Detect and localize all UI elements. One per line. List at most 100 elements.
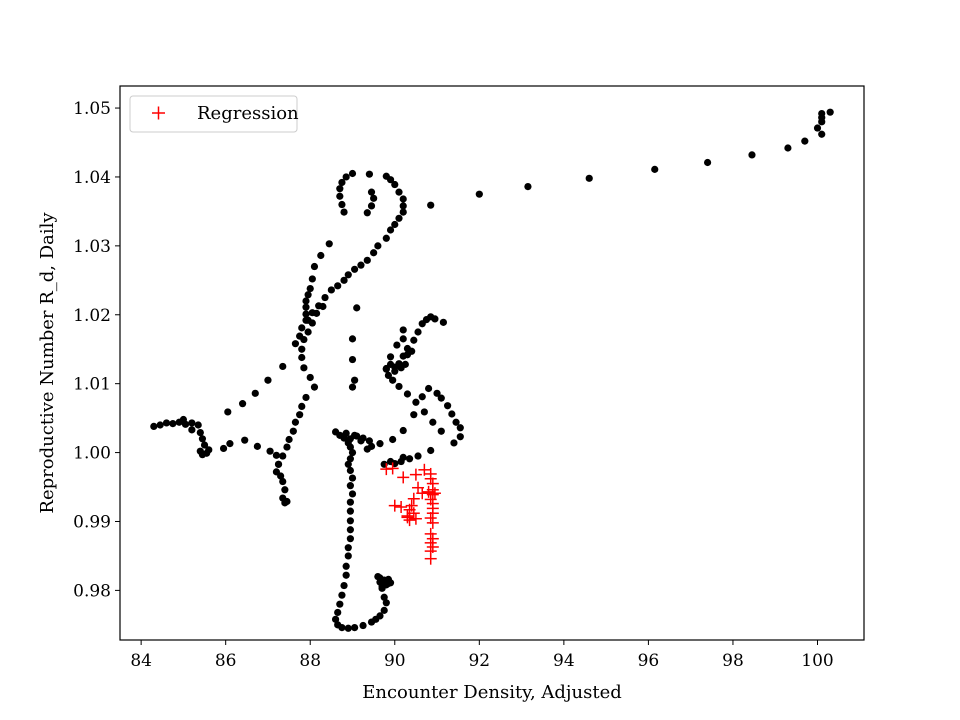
data-point xyxy=(351,265,359,273)
data-point xyxy=(651,165,659,173)
data-point xyxy=(296,411,304,419)
data-point xyxy=(300,364,308,372)
regression-point xyxy=(422,485,435,498)
data-point xyxy=(226,440,234,448)
data-point xyxy=(399,426,407,435)
regression-point xyxy=(424,512,437,525)
data-point xyxy=(384,575,393,583)
x-tick-label: 92 xyxy=(468,651,490,671)
data-point xyxy=(310,262,319,271)
data-point xyxy=(437,394,445,402)
y-tick-label: 0.98 xyxy=(73,581,111,601)
data-point xyxy=(336,185,344,193)
data-point xyxy=(448,410,456,418)
data-point xyxy=(251,389,259,397)
data-point xyxy=(367,188,376,196)
data-point xyxy=(302,303,310,311)
regression-point xyxy=(409,512,422,525)
data-point xyxy=(298,345,306,353)
data-point xyxy=(424,384,433,393)
x-axis-label: Encounter Density, Adjusted xyxy=(362,682,622,703)
legend-marker xyxy=(152,106,165,120)
y-tick-label: 1.04 xyxy=(73,168,111,188)
data-point xyxy=(374,242,382,250)
data-point xyxy=(200,441,209,449)
x-tick-label: 88 xyxy=(299,651,321,671)
data-point xyxy=(279,452,287,460)
data-point xyxy=(327,286,335,294)
data-point xyxy=(336,600,344,608)
data-point xyxy=(194,421,202,429)
data-point xyxy=(336,192,344,200)
data-point xyxy=(346,466,354,475)
data-point xyxy=(346,482,354,490)
y-tick-label: 1.03 xyxy=(73,237,111,257)
data-point xyxy=(405,455,414,463)
data-point xyxy=(150,422,158,430)
data-point xyxy=(363,209,371,217)
data-point xyxy=(298,324,306,332)
data-point xyxy=(399,453,407,462)
data-point xyxy=(380,593,388,601)
data-point xyxy=(427,446,435,455)
data-point xyxy=(813,124,822,132)
data-point xyxy=(380,606,388,614)
data-point xyxy=(279,477,287,486)
data-point xyxy=(386,226,395,234)
data-point xyxy=(357,261,365,269)
y-tick-label: 1.01 xyxy=(73,375,111,395)
regression-point xyxy=(388,499,401,512)
x-axis: 84 86 88 90 92 94 96 98 100 xyxy=(130,640,834,671)
data-point xyxy=(274,460,283,468)
data-point xyxy=(429,418,437,426)
data-point xyxy=(399,208,407,216)
data-point xyxy=(346,507,354,515)
data-point xyxy=(391,367,399,375)
data-point xyxy=(346,535,354,543)
data-point xyxy=(348,490,357,498)
data-point xyxy=(331,615,340,623)
data-point xyxy=(357,437,365,445)
data-point xyxy=(264,376,272,384)
plot-points xyxy=(150,108,834,632)
data-point xyxy=(389,376,397,384)
data-point xyxy=(367,202,376,210)
data-point xyxy=(224,408,232,416)
data-point xyxy=(444,402,452,410)
data-point xyxy=(395,188,403,196)
data-point xyxy=(179,415,188,424)
regression-point xyxy=(416,487,429,500)
data-point xyxy=(348,474,357,482)
data-point xyxy=(818,130,826,138)
series-regression xyxy=(380,462,441,565)
regression-point xyxy=(409,468,422,481)
x-tick-label: 84 xyxy=(130,651,152,671)
data-point xyxy=(348,448,357,457)
data-point xyxy=(308,319,316,327)
data-point xyxy=(348,335,357,343)
data-point xyxy=(312,309,321,317)
data-point xyxy=(334,608,342,617)
data-point xyxy=(403,351,412,359)
data-point xyxy=(277,472,285,480)
data-point xyxy=(365,437,374,445)
data-point xyxy=(450,439,458,447)
data-point xyxy=(399,335,407,343)
data-point xyxy=(382,234,390,242)
data-point xyxy=(410,411,418,419)
data-point xyxy=(279,362,287,371)
data-point xyxy=(340,208,348,216)
data-point xyxy=(198,435,207,443)
data-point xyxy=(291,340,300,348)
data-point xyxy=(219,444,228,453)
data-point xyxy=(452,418,460,426)
data-point xyxy=(291,418,300,426)
data-point xyxy=(344,624,352,632)
data-point xyxy=(338,591,346,599)
data-point xyxy=(289,427,297,435)
data-point xyxy=(340,581,348,590)
y-axis: 0.98 0.99 1.00 1.01 1.02 1.03 1.04 1.05 xyxy=(73,99,120,601)
data-point xyxy=(389,435,397,444)
legend: Regression xyxy=(129,95,299,133)
data-point xyxy=(304,328,312,336)
